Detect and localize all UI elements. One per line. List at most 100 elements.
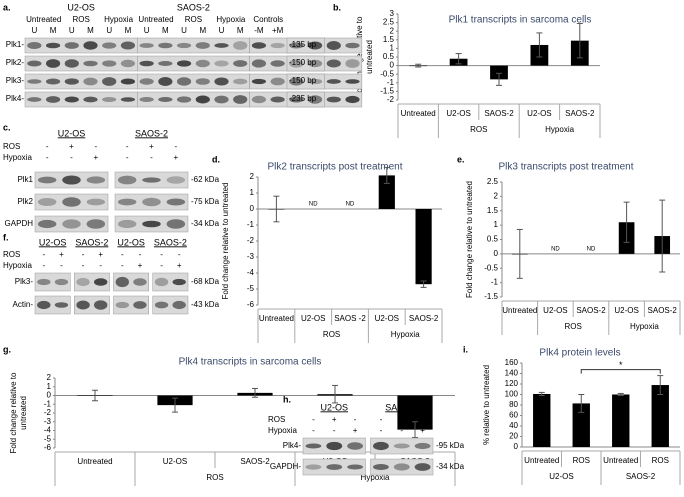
treatment-label: Hypoxia <box>3 261 32 270</box>
treatment-label: Hypoxia <box>3 153 32 162</box>
treatment-sign: - <box>312 415 315 424</box>
blot-band <box>93 300 108 310</box>
panel-label: e. <box>457 154 465 164</box>
blot-band <box>233 60 248 67</box>
blot-band <box>251 42 267 49</box>
blot-band <box>76 277 90 287</box>
value-label: ND <box>551 246 560 252</box>
blot-band <box>345 95 360 104</box>
error-bar <box>415 63 422 68</box>
chart-title: Plk4 transcripts in sarcoma cells <box>179 357 322 368</box>
treatment-sign: + <box>353 426 358 435</box>
blot-band <box>139 60 154 67</box>
blot-band <box>37 278 51 286</box>
blot-strip <box>34 295 71 315</box>
error-bar <box>623 201 630 243</box>
size-label: -135 bp <box>289 40 317 49</box>
treatment-sign: - <box>42 250 45 259</box>
blot-band <box>102 77 117 86</box>
blot-band <box>251 95 267 104</box>
row-label: Plk4- <box>283 441 302 450</box>
blot-band <box>414 463 431 471</box>
y-tick-label: -5 <box>44 434 52 443</box>
blot-band <box>86 198 106 206</box>
lane-label: M <box>199 26 206 35</box>
row-label: Plk1 <box>17 175 33 184</box>
blot-band <box>166 219 186 229</box>
lane-label: M <box>50 26 57 35</box>
lane-label: U <box>181 26 187 35</box>
blot-band <box>270 96 285 103</box>
blot-band <box>214 95 229 104</box>
condition-label: ROS <box>72 15 89 24</box>
blot-band <box>142 177 161 183</box>
treatment-sign: - <box>82 261 85 270</box>
error-bar <box>273 195 280 223</box>
lane-label: -M <box>254 26 264 35</box>
blot-band <box>172 300 186 310</box>
y-tick-label: 0 <box>514 442 519 451</box>
blot-band <box>45 96 61 103</box>
blot-band <box>373 464 389 470</box>
blot-band <box>345 42 360 49</box>
row-label: GAPDH <box>5 219 34 228</box>
treatment-sign: - <box>333 426 336 435</box>
blot-band <box>373 441 389 451</box>
treatment-sign: - <box>121 250 124 259</box>
blot-band <box>214 43 229 48</box>
bar <box>415 209 432 285</box>
group-label: Hypoxia <box>361 473 390 482</box>
blot-band <box>86 219 106 229</box>
blot-strip <box>152 272 189 292</box>
group-label: U2-OS <box>549 472 573 481</box>
y-tick-label: 0 <box>390 61 395 70</box>
treatment-sign: + <box>98 250 103 259</box>
blot-strip <box>34 272 71 292</box>
y-tick-label: -1 <box>44 399 52 408</box>
bar <box>651 385 669 447</box>
treatment-sign: - <box>46 153 49 162</box>
y-axis-label: % relative to untreated <box>482 365 491 445</box>
panel-label: f. <box>3 232 9 242</box>
blot-band <box>27 41 42 50</box>
blot-band <box>120 97 136 102</box>
size-label: -150 bp <box>289 58 317 67</box>
treatment-sign: - <box>46 142 49 151</box>
x-tick-label: U2-OS <box>301 314 325 323</box>
y-tick-label: 1 <box>47 382 52 391</box>
blot-strip <box>137 37 250 54</box>
blot-band <box>64 78 79 85</box>
y-tick-label: 1 <box>494 220 499 229</box>
blot-band <box>305 443 322 449</box>
blot-strip <box>24 91 138 108</box>
blot-band <box>347 464 364 470</box>
treatment-sign: - <box>312 426 315 435</box>
treatment-sign: - <box>380 415 383 424</box>
treatment-sign: + <box>177 261 182 270</box>
blot-band <box>326 79 341 84</box>
error-bar <box>172 397 178 413</box>
x-tick-label: U2-OS <box>163 457 187 466</box>
blot-band <box>139 43 154 48</box>
treatment-sign: + <box>93 153 98 162</box>
x-tick-label: U2-OS <box>614 306 638 315</box>
error-bar <box>420 280 427 288</box>
blot-band <box>102 60 117 67</box>
treatment-sign: - <box>380 426 383 435</box>
y-tick-label: 80 <box>509 400 518 409</box>
error-bar <box>412 421 418 438</box>
y-tick-label: 2 <box>494 191 499 200</box>
size-label: -34 kDa <box>191 219 220 228</box>
blot-band <box>37 300 51 310</box>
error-bar <box>659 199 666 273</box>
blot-band <box>117 219 137 229</box>
group-label: Hypoxia <box>545 125 574 134</box>
group-label: ROS <box>323 330 340 339</box>
treatment-sign: - <box>139 250 142 259</box>
blot-band <box>158 97 173 102</box>
size-label: -68 kDa <box>191 277 220 286</box>
treatment-sign: - <box>82 250 85 259</box>
blot-band <box>115 276 130 288</box>
blot-band <box>142 220 161 228</box>
y-tick-label: 2 <box>47 373 52 382</box>
